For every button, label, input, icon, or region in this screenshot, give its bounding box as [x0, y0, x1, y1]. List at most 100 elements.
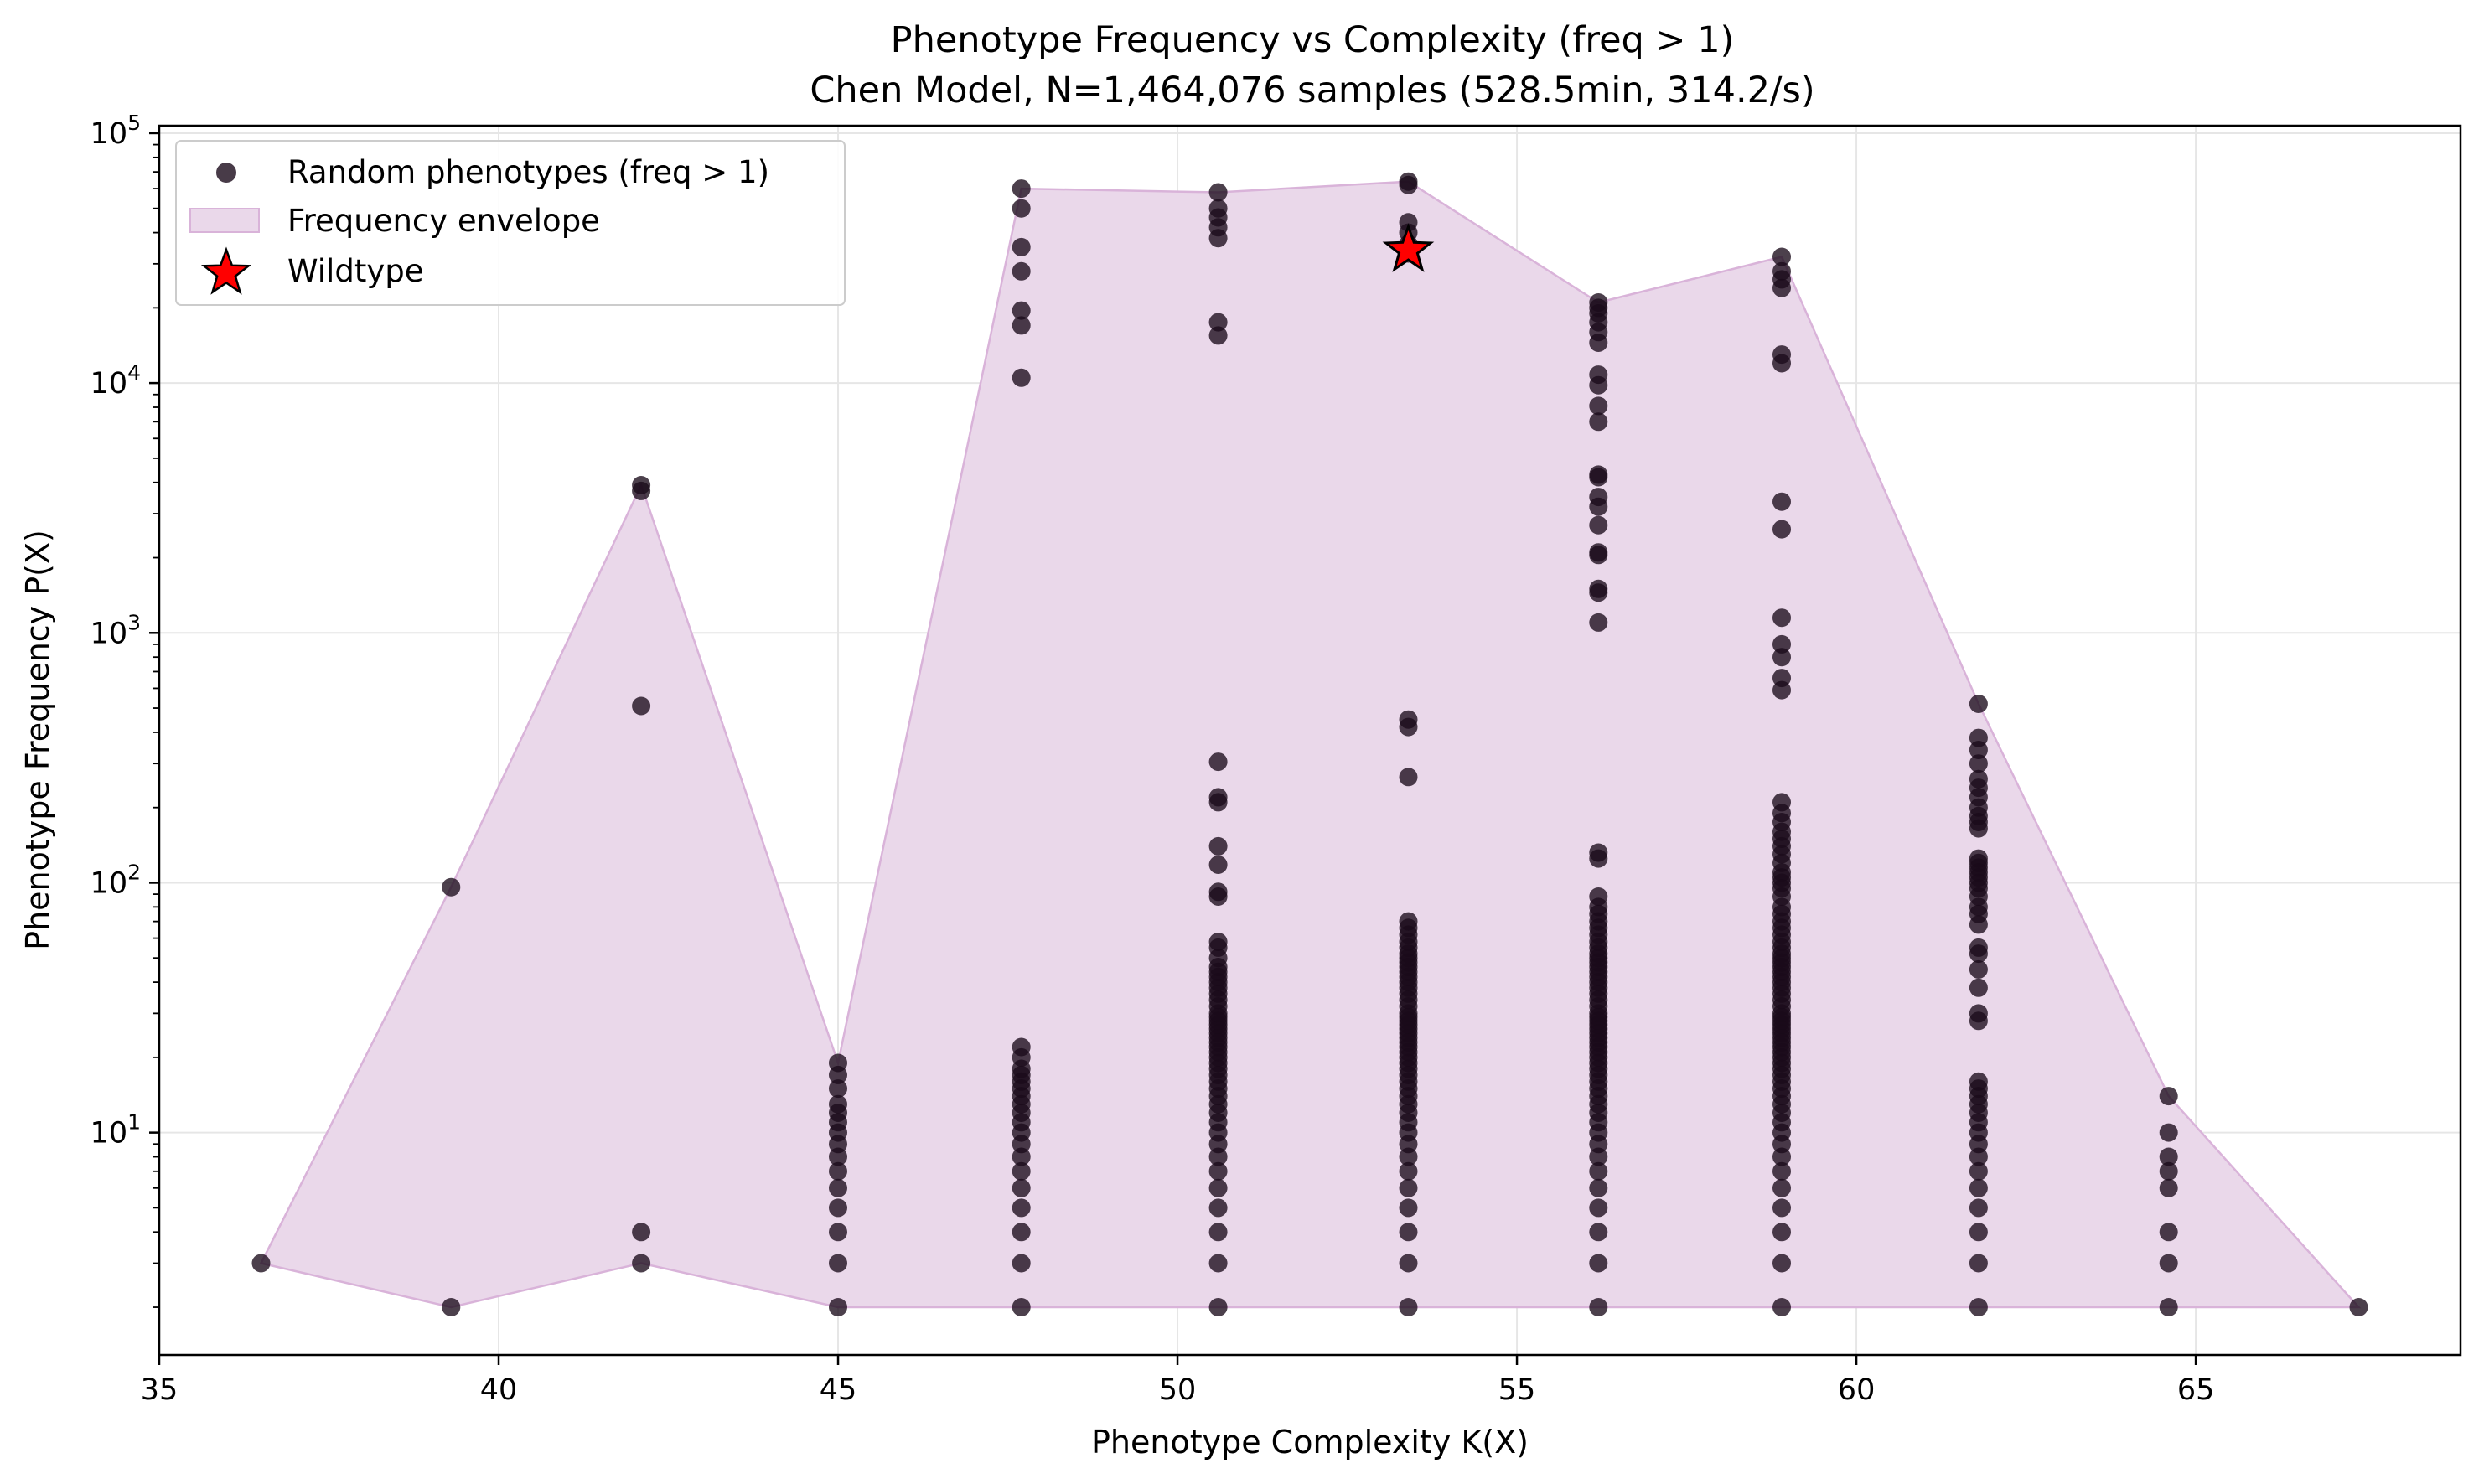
phenotype-point [2159, 1223, 2178, 1242]
phenotype-point [1589, 1161, 1608, 1181]
phenotype-point [1969, 978, 1988, 997]
phenotype-point [1399, 172, 1418, 191]
phenotype-point [1012, 1298, 1031, 1316]
phenotype-point [1969, 695, 1988, 713]
phenotype-point [1969, 1178, 1988, 1197]
phenotype-point [1012, 1178, 1031, 1197]
phenotype-points [251, 172, 2368, 1316]
phenotype-point [2159, 1161, 2178, 1181]
phenotype-point [1012, 237, 1031, 256]
phenotype-point [1012, 368, 1031, 387]
phenotype-point [1012, 1198, 1031, 1218]
phenotype-point [1772, 648, 1791, 667]
phenotype-point [632, 476, 651, 494]
phenotype-point [1589, 465, 1608, 484]
phenotype-point [1772, 1178, 1791, 1197]
phenotype-point [1969, 938, 1988, 957]
phenotype-point [1969, 1072, 1988, 1091]
phenotype-point [1969, 849, 1988, 868]
x-axis-label: Phenotype Complexity K(X) [1091, 1424, 1529, 1461]
phenotype-point [1208, 199, 1228, 218]
legend-wildtype-star-icon [200, 246, 252, 295]
x-tick-label: 55 [1498, 1373, 1536, 1407]
phenotype-point [1012, 1147, 1031, 1166]
phenotype-point [442, 877, 461, 897]
phenotype-point [829, 1298, 847, 1316]
phenotype-point [1772, 634, 1791, 654]
phenotype-point [2349, 1298, 2368, 1316]
phenotype-point [1399, 710, 1418, 729]
phenotype-point [1012, 1037, 1031, 1057]
phenotype-point [1772, 345, 1791, 365]
phenotype-point [1399, 1147, 1418, 1166]
x-tick-label: 50 [1159, 1373, 1197, 1407]
phenotype-point [1208, 1254, 1228, 1273]
phenotype-point [1208, 1161, 1228, 1181]
phenotype-point [1969, 1004, 1988, 1023]
phenotype-point [1772, 1147, 1791, 1166]
y-axis-label: Phenotype Frequency P(X) [19, 530, 56, 950]
phenotype-point [1208, 788, 1228, 807]
phenotype-point [1772, 1223, 1791, 1242]
phenotype-point [1208, 882, 1228, 902]
phenotype-point [1589, 613, 1608, 632]
phenotype-point [829, 1223, 847, 1242]
phenotype-point [2159, 1298, 2178, 1316]
phenotype-point [1969, 769, 1988, 789]
phenotype-point [1208, 326, 1228, 345]
phenotype-point [1772, 247, 1791, 266]
phenotype-point [1772, 1254, 1791, 1273]
phenotype-point [1399, 1161, 1418, 1181]
phenotype-point [1208, 1178, 1228, 1197]
phenotype-point [1012, 199, 1031, 218]
phenotype-point [1969, 754, 1988, 773]
phenotype-point [829, 1094, 847, 1114]
phenotype-point [829, 1147, 847, 1166]
phenotype-point [1399, 213, 1418, 232]
phenotype-point [1589, 396, 1608, 416]
phenotype-point [1772, 1198, 1791, 1218]
x-tick-label: 60 [1838, 1373, 1876, 1407]
phenotype-point [1399, 1178, 1418, 1197]
phenotype-point [1208, 1223, 1228, 1242]
phenotype-point [1589, 1298, 1608, 1316]
phenotype-point [1589, 1198, 1608, 1218]
phenotype-point [1589, 1147, 1608, 1166]
phenotype-point [829, 1254, 847, 1273]
phenotype-point [1589, 488, 1608, 507]
phenotype-point [1208, 752, 1228, 772]
legend-label-points: Random phenotypes (freq > 1) [287, 154, 769, 190]
phenotype-point [442, 1298, 461, 1316]
legend-points-marker [216, 163, 236, 183]
phenotype-point [632, 696, 651, 716]
phenotype-point [1399, 912, 1418, 931]
phenotype-point [829, 1178, 847, 1197]
phenotype-point [1399, 1298, 1418, 1316]
phenotype-point [1589, 887, 1608, 906]
phenotype-point [1012, 261, 1031, 281]
legend-label-wildtype: Wildtype [287, 253, 423, 289]
phenotype-point [1772, 608, 1791, 628]
phenotype-point [1772, 669, 1791, 688]
phenotype-point [1589, 1223, 1608, 1242]
phenotype-point [1772, 261, 1791, 281]
phenotype-point [1772, 520, 1791, 539]
phenotype-point [829, 1079, 847, 1099]
phenotype-point [1208, 836, 1228, 856]
phenotype-point [1399, 1223, 1418, 1242]
y-tick-label: 105 [91, 111, 141, 151]
phenotype-point [1589, 579, 1608, 598]
wildtype-marker [1382, 223, 1435, 272]
phenotype-point [1589, 1178, 1608, 1197]
phenotype-point [1399, 1198, 1418, 1218]
phenotype-point [1012, 316, 1031, 335]
x-tick-label: 35 [141, 1373, 179, 1407]
legend-envelope-patch [189, 208, 260, 233]
phenotype-point [2159, 1178, 2178, 1197]
phenotype-point [1399, 768, 1418, 787]
x-tick-label: 40 [480, 1373, 518, 1407]
phenotype-point [1772, 492, 1791, 511]
phenotype-point [1589, 412, 1608, 432]
phenotype-point [1589, 515, 1608, 535]
plot-frame [158, 124, 2462, 1357]
